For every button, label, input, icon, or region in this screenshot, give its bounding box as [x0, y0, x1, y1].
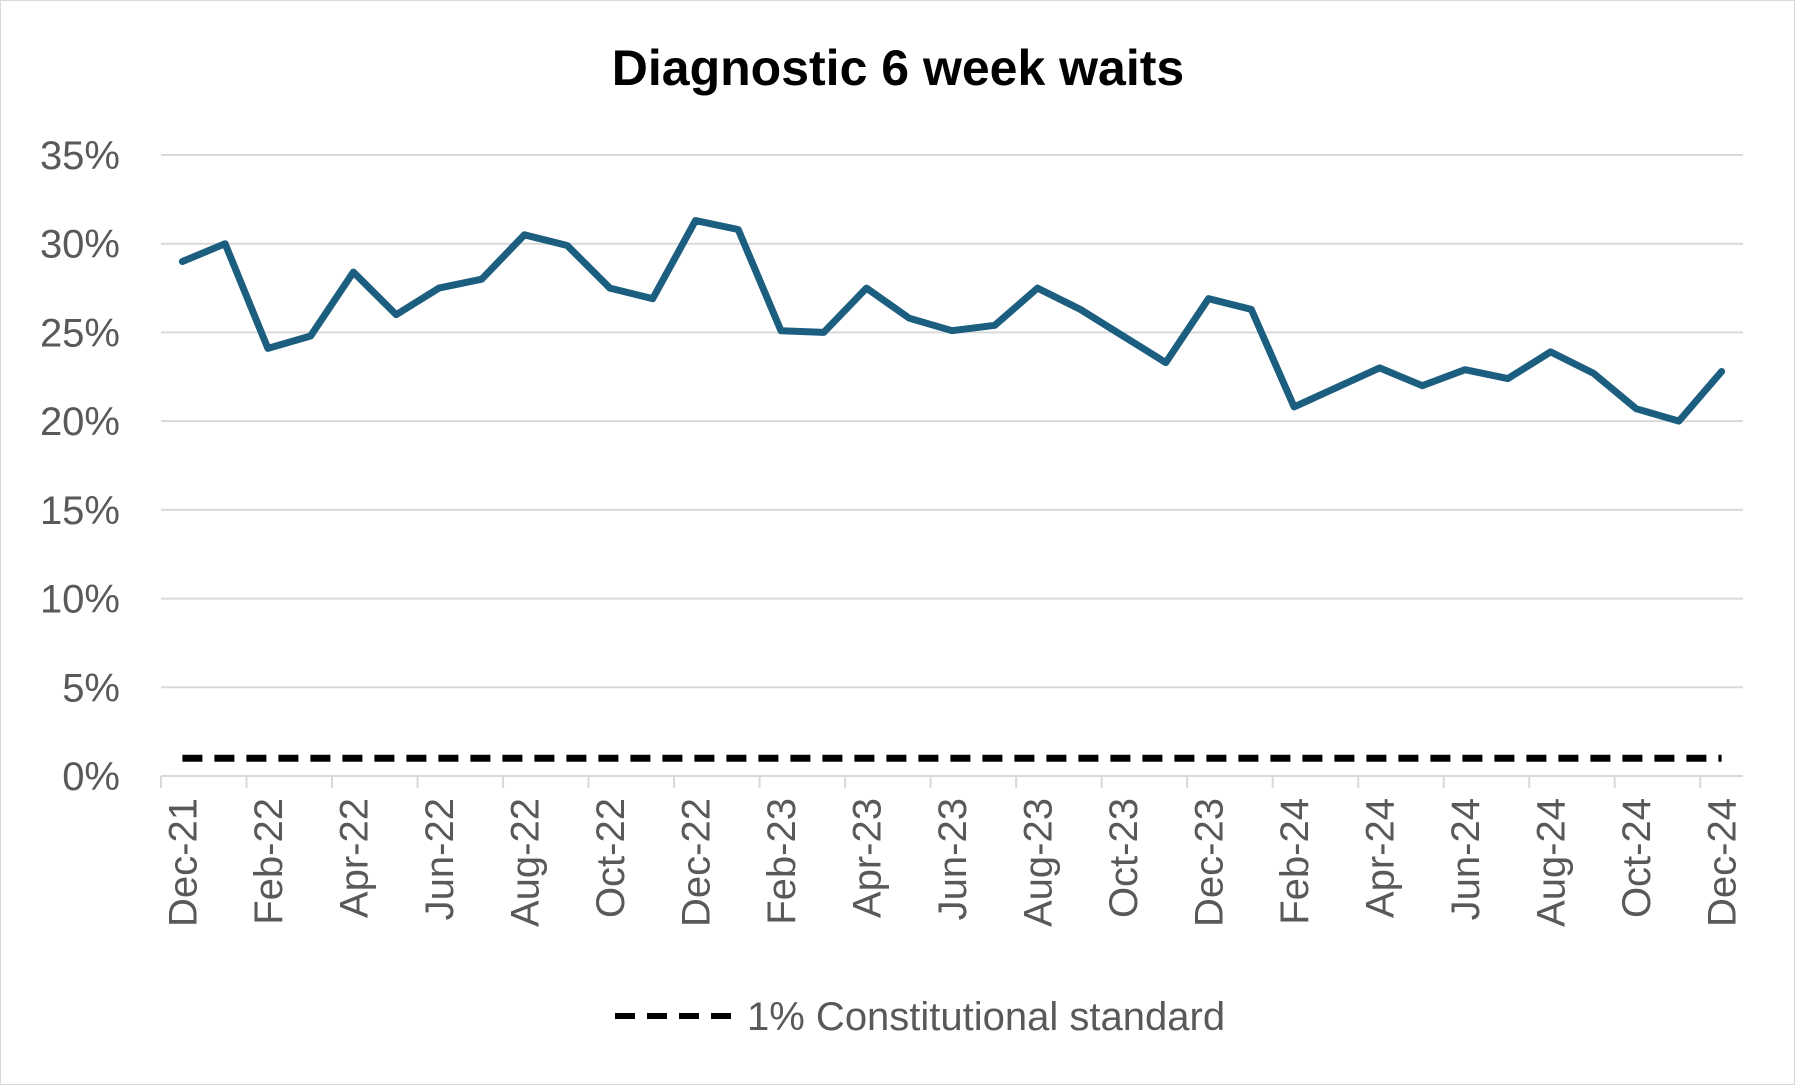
diagnostic-waits-line [178, 217, 1726, 425]
x-tick-label: Dec-21 [161, 798, 205, 927]
y-tick-label: 25% [40, 311, 120, 355]
x-tick-label: Oct-23 [1102, 798, 1146, 918]
x-tick-label: Dec-22 [674, 798, 718, 927]
x-tick-label: Aug-24 [1530, 798, 1574, 927]
x-tick-label: Apr-24 [1359, 798, 1403, 918]
x-tick-label: Jun-22 [418, 798, 462, 920]
x-axis: Dec-21 Feb-22 Apr-22 Jun-22 Aug-22 Oct-22 Dec-… [160, 775, 1745, 927]
y-tick-label: 5% [62, 666, 120, 710]
series-group [178, 217, 1726, 762]
x-tick-label: Oct-22 [589, 798, 633, 918]
y-tick-label: 30% [40, 223, 120, 267]
x-tick-label: Jun-23 [931, 798, 975, 920]
legend-label-constitutional-standard: 1% Constitutional standard [747, 995, 1225, 1039]
x-tick-label: Apr-23 [845, 798, 889, 918]
y-tick-label: 20% [40, 400, 120, 444]
y-tick-label: 0% [62, 755, 120, 799]
x-tick-label: Jun-24 [1444, 798, 1488, 920]
legend: 1% Constitutional standard [615, 995, 1225, 1039]
x-tick-label: Feb-24 [1273, 798, 1317, 925]
x-tick-label: Aug-23 [1017, 798, 1061, 927]
x-tick-label: Apr-22 [332, 798, 376, 918]
x-tick-label: Feb-23 [760, 798, 804, 925]
x-tick-label: Feb-22 [247, 798, 291, 925]
y-tick-label: 15% [40, 489, 120, 533]
y-tick-label: 35% [40, 134, 120, 178]
y-tick-label: 10% [40, 578, 120, 622]
x-tick-label: Dec-24 [1701, 798, 1745, 927]
chart-title: Diagnostic 6 week waits [612, 40, 1184, 96]
y-axis-ticks: 0% 5% 10% 15% 20% 25% 30% 35% [40, 134, 120, 799]
x-tick-label: Aug-22 [503, 798, 547, 927]
x-tick-label: Oct-24 [1615, 798, 1659, 918]
x-tick-label: Dec-23 [1188, 798, 1232, 927]
gridlines [161, 154, 1743, 689]
